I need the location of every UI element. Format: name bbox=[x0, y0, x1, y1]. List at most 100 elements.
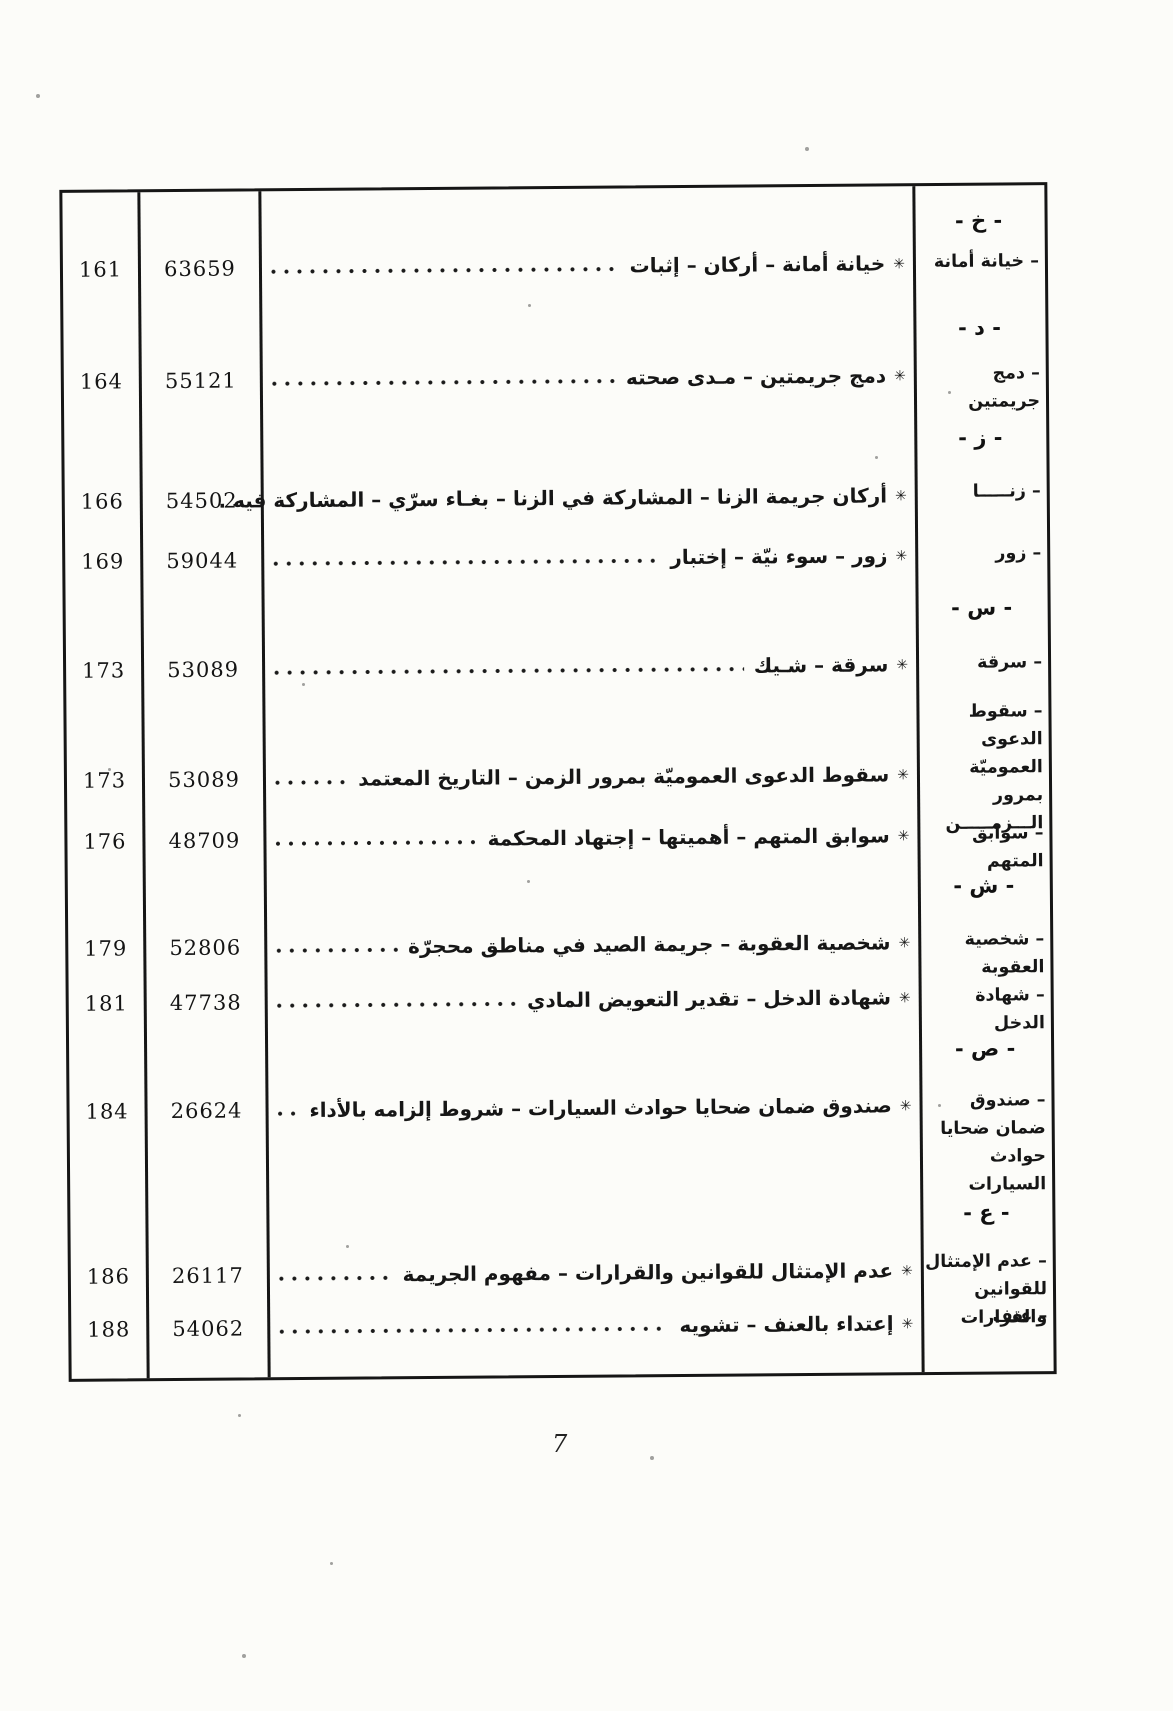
entry-marker-icon: ✳ bbox=[899, 1098, 912, 1115]
index-entry: ✳ زور – سوء نيّة – إختبار bbox=[267, 538, 911, 577]
keyword: – شهادة الدخل bbox=[975, 985, 1045, 1034]
scan-speck bbox=[527, 880, 530, 883]
index-entry: ✳ سقوط الدعوى العموميّة بمرور الزمن – ال… bbox=[269, 757, 913, 796]
scan-speck bbox=[528, 304, 531, 307]
letter-header-ain: - ع - bbox=[963, 1200, 1010, 1225]
dot-leader bbox=[274, 1270, 393, 1286]
dot-leader bbox=[269, 553, 661, 571]
page-number-cell: 186 bbox=[86, 1264, 131, 1289]
page-number-cell: 179 bbox=[84, 936, 128, 961]
case-number-cell: 54062 bbox=[172, 1316, 245, 1342]
entry-marker-icon: ✳ bbox=[895, 548, 908, 565]
keyword: – زور bbox=[995, 543, 1042, 564]
keyword: – دمج جريمتين bbox=[968, 363, 1041, 412]
entry-marker-icon: ✳ bbox=[897, 828, 910, 845]
entry-title: أركان جريمة الزنا – المشاركة في الزنا – … bbox=[218, 483, 888, 513]
page-number-cell: 166 bbox=[80, 489, 124, 514]
scan-speck bbox=[108, 768, 111, 771]
scan-speck bbox=[805, 147, 809, 151]
index-entry: ✳ صندوق ضمان ضحايا حوادث السيارات – شروط… bbox=[271, 1088, 915, 1127]
dot-leader bbox=[267, 373, 617, 391]
index-entry: ✳ إعتداء بالعنف – تشويه bbox=[273, 1306, 917, 1345]
dot-leader bbox=[275, 1321, 670, 1339]
case-number-cell: 26624 bbox=[170, 1098, 243, 1124]
scan-speck bbox=[242, 1654, 246, 1658]
page-number-cell: 184 bbox=[85, 1099, 129, 1124]
page-number-cell: 176 bbox=[83, 829, 127, 854]
dot-leader bbox=[273, 1106, 300, 1121]
scan-speck bbox=[346, 1245, 349, 1248]
entry-marker-icon: ✳ bbox=[901, 1316, 914, 1333]
scan-speck bbox=[302, 683, 305, 686]
page-number-cell: 169 bbox=[81, 549, 125, 574]
page-number-cell: 188 bbox=[87, 1317, 131, 1342]
scan-speck bbox=[650, 1456, 654, 1460]
page-number-cell: 181 bbox=[84, 991, 128, 1016]
letter-header-sin: - س - bbox=[951, 595, 1013, 620]
entry-title: شخصية العقوبة – جريمة الصيد في مناطق محج… bbox=[408, 930, 891, 959]
keyword: – سقوط الدعوى العموميّة بمرور الـــزمـــ… bbox=[945, 701, 1044, 834]
index-entry: ✳ سرقة – شـيك bbox=[268, 647, 912, 686]
entry-marker-icon: ✳ bbox=[898, 990, 911, 1007]
entry-title: عدم الإمتثال للقوانين والقرارات – مفهوم … bbox=[402, 1258, 894, 1287]
footer-page-number: 7 bbox=[552, 1430, 568, 1458]
entry-marker-icon: ✳ bbox=[896, 657, 909, 674]
case-number-cell: 26117 bbox=[171, 1263, 244, 1289]
letter-header-kha: - خ - bbox=[954, 208, 1003, 233]
scan-speck bbox=[875, 456, 878, 459]
page-number-cell: 161 bbox=[78, 257, 123, 282]
entry-title: إعتداء بالعنف – تشويه bbox=[679, 1311, 894, 1338]
entry-title: صندوق ضمان ضحايا حوادث السيارات – شروط إ… bbox=[309, 1093, 892, 1122]
index-entry: ✳ خيانة أمانة – أركان – إثبات bbox=[265, 246, 909, 285]
letter-header-zay: - ز - bbox=[958, 425, 1003, 450]
keyword: – صندوق ضمان ضحايا حوادث السيارات bbox=[940, 1090, 1047, 1195]
entry-title: سقوط الدعوى العموميّة بمرور الزمن – التا… bbox=[358, 762, 890, 791]
entry-title: شهادة الدخل – تقدير التعويض المادي bbox=[526, 985, 892, 1013]
keyword: – شخصية العقوبة bbox=[964, 929, 1045, 978]
entry-marker-icon: ✳ bbox=[897, 767, 910, 784]
page-number-cell: 173 bbox=[82, 768, 127, 793]
case-number-cell: 53089 bbox=[167, 767, 240, 793]
index-entry: ✳ أركان جريمة الزنا – المشاركة في الزنا … bbox=[218, 478, 911, 517]
keyword: – زنـــــا bbox=[972, 481, 1041, 502]
index-entry: ✳ شخصية العقوبة – جريمة الصيد في مناطق م… bbox=[270, 925, 914, 964]
entry-title: دمج جريمتين – مـدى صحته bbox=[625, 363, 887, 390]
index-table: - خ - - د - - ز - - س - - ش - - ص - - ع … bbox=[59, 182, 1057, 1382]
entry-title: زور – سوء نيّة – إختبار bbox=[670, 543, 888, 570]
entry-marker-icon: ✳ bbox=[893, 256, 906, 273]
case-number-cell: 48709 bbox=[168, 828, 241, 854]
page-number-cell: 164 bbox=[79, 369, 123, 394]
dot-leader bbox=[272, 996, 518, 1013]
dot-leader bbox=[270, 661, 744, 680]
case-number-cell: 53089 bbox=[167, 657, 240, 683]
dot-leader bbox=[270, 774, 349, 790]
keyword: – سوابق المتهم bbox=[971, 823, 1044, 872]
keyword: – عنف bbox=[992, 1306, 1048, 1327]
entry-marker-icon: ✳ bbox=[894, 488, 907, 505]
entry-marker-icon: ✳ bbox=[898, 935, 911, 952]
scan-speck bbox=[330, 1562, 333, 1565]
page-number-cell: 173 bbox=[81, 658, 126, 683]
case-number-cell: 47738 bbox=[169, 990, 242, 1016]
case-number-cell: 63659 bbox=[163, 256, 236, 282]
entry-marker-icon: ✳ bbox=[901, 1263, 913, 1280]
index-entry: ✳ شهادة الدخل – تقدير التعويض المادي bbox=[271, 980, 915, 1019]
case-number-cell: 55121 bbox=[164, 368, 237, 394]
dot-leader bbox=[266, 261, 620, 279]
scan-speck bbox=[938, 1104, 941, 1107]
scan-speck bbox=[238, 1414, 241, 1417]
index-entry: ✳ عدم الإمتثال للقوانين والقرارات – مفهو… bbox=[273, 1253, 917, 1292]
letter-header-dal: - د - bbox=[957, 315, 1001, 340]
scan-speck bbox=[36, 94, 40, 98]
dot-leader bbox=[272, 942, 399, 958]
entry-marker-icon: ✳ bbox=[894, 368, 906, 385]
scan-speck bbox=[948, 391, 951, 394]
case-number-cell: 59044 bbox=[166, 548, 239, 574]
entry-title: سرقة – شـيك bbox=[753, 652, 889, 678]
keyword: – خيانة أمانة bbox=[933, 251, 1040, 273]
index-entry: ✳ دمج جريمتين – مـدى صحته bbox=[266, 358, 910, 397]
keyword: – سرقة bbox=[976, 652, 1043, 673]
dot-leader bbox=[271, 834, 478, 851]
case-number-cell: 52806 bbox=[169, 935, 242, 961]
